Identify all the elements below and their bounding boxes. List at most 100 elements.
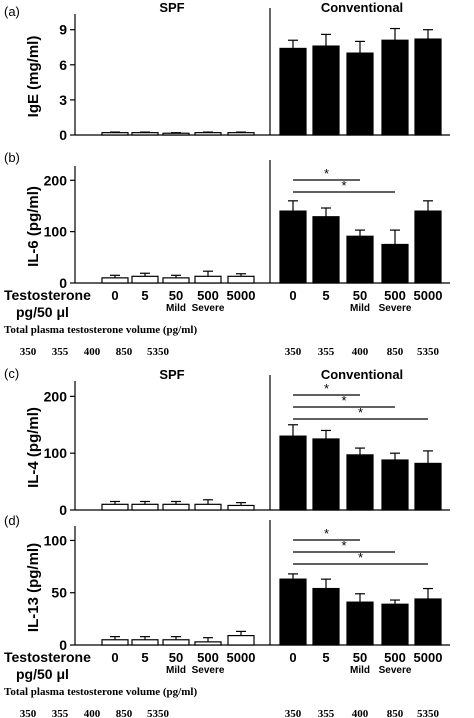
x-tick-label-conventional: 50	[353, 288, 367, 303]
bar	[162, 277, 190, 284]
significance-star: *	[358, 550, 363, 565]
panel-label: (a)	[4, 4, 20, 19]
plasma-value-conventional: 355	[318, 708, 335, 718]
x-tick-label-spf: 500	[197, 288, 219, 303]
significance-star: *	[341, 538, 346, 553]
x-tick-label-spf: 500	[197, 650, 219, 665]
y-tick-label: 6	[59, 57, 67, 73]
x-tick-label-conventional: 500	[384, 650, 406, 665]
bar	[162, 503, 190, 511]
bar	[414, 598, 442, 646]
significance-star: *	[358, 405, 363, 420]
bar	[101, 277, 129, 284]
x-sublabel-spf: Mild	[166, 665, 186, 676]
y-axis-label: IL-6 (pg/ml)	[25, 186, 42, 267]
bar	[279, 578, 307, 646]
plasma-value-spf: 5350	[147, 346, 170, 358]
y-axis-label: IL-13 (pg/ml)	[25, 543, 42, 632]
plasma-value-conventional: 5350	[417, 708, 440, 718]
significance-star: *	[324, 381, 329, 396]
plasma-value-spf: 850	[116, 708, 133, 718]
plasma-value-spf: 850	[116, 346, 133, 358]
panel-label: (d)	[4, 513, 20, 528]
bar	[346, 235, 374, 284]
bar	[194, 132, 222, 136]
y-tick-label: 100	[44, 224, 68, 240]
x-tick-label-spf: 0	[111, 288, 118, 303]
y-axis-label: IL-4 (pg/ml)	[25, 407, 42, 488]
plasma-value-conventional: 850	[387, 708, 404, 718]
bar	[279, 47, 307, 136]
bar	[414, 38, 442, 136]
bar	[194, 275, 222, 284]
bar	[131, 275, 159, 284]
x-sublabel-spf: Severe	[192, 303, 225, 314]
x-tick-label-spf: 50	[169, 650, 183, 665]
bar	[346, 601, 374, 646]
bar	[131, 132, 159, 136]
plasma-value-conventional: 5350	[417, 346, 440, 358]
bar	[414, 210, 442, 284]
bar	[162, 132, 190, 136]
bar	[227, 275, 255, 284]
x-tick-label-conventional: 0	[289, 288, 296, 303]
plasma-value-conventional: 400	[352, 346, 369, 358]
panel-label: (b)	[4, 150, 20, 165]
bar	[227, 132, 255, 136]
bar	[194, 503, 222, 511]
plasma-value-conventional: 400	[352, 708, 369, 718]
panel-1: (b) IL-6 (pg/ml) 0 100 200 * * Testosteronepg/5…	[4, 150, 450, 358]
y-axis-label: IgE (mg/ml)	[25, 36, 42, 118]
bar	[346, 52, 374, 136]
bar	[381, 459, 409, 511]
y-tick-label: 0	[59, 637, 67, 653]
bar	[101, 132, 129, 136]
bar	[279, 210, 307, 284]
plasma-value-spf: 5350	[147, 708, 170, 718]
plasma-value-spf: 350	[20, 708, 37, 718]
y-tick-label: 100	[44, 532, 68, 548]
significance-star: *	[324, 526, 329, 541]
panel-0: (a) IgE (mg/ml) 0 3 6 9 SPF Conventional	[4, 0, 450, 143]
testosterone-units-label: pg/50 μl	[16, 666, 69, 682]
x-sublabel-spf: Severe	[192, 665, 225, 676]
bar	[312, 438, 340, 511]
x-sublabel-conventional: Severe	[379, 303, 412, 314]
x-tick-label-conventional: 5	[322, 650, 329, 665]
significance-star: *	[324, 166, 329, 181]
x-tick-label-spf: 0	[111, 650, 118, 665]
y-tick-label: 50	[51, 585, 67, 601]
plasma-volume-title: Total plasma testosterone volume (pg/ml)	[4, 686, 197, 698]
bar	[312, 587, 340, 646]
x-tick-label-spf: 50	[169, 288, 183, 303]
plasma-value-spf: 355	[52, 708, 69, 718]
bar	[101, 639, 129, 646]
group-title-spf: SPF	[159, 367, 184, 382]
y-tick-label: 0	[59, 127, 67, 143]
testosterone-units-label: pg/50 μl	[16, 304, 69, 320]
x-tick-label-conventional: 5000	[414, 288, 443, 303]
y-tick-label: 3	[59, 92, 67, 108]
x-tick-label-conventional: 50	[353, 650, 367, 665]
x-tick-label-spf: 5	[141, 288, 148, 303]
bar	[312, 45, 340, 136]
x-tick-label-conventional: 5	[322, 288, 329, 303]
bar	[381, 39, 409, 136]
bar	[194, 641, 222, 646]
x-sublabel-conventional: Mild	[350, 303, 370, 314]
plasma-volume-title: Total plasma testosterone volume (pg/ml)	[4, 324, 197, 336]
y-tick-label: 0	[59, 275, 67, 291]
plasma-value-conventional: 350	[285, 708, 302, 718]
significance-star: *	[341, 393, 346, 408]
testosterone-row-label: Testosterone	[4, 287, 91, 303]
plasma-value-spf: 400	[84, 708, 101, 718]
testosterone-row-label: Testosterone	[4, 649, 91, 665]
significance-star: *	[341, 178, 346, 193]
y-tick-label: 200	[44, 172, 68, 188]
plasma-value-conventional: 350	[285, 346, 302, 358]
panel-label: (c)	[4, 366, 19, 381]
x-tick-label-spf: 5000	[227, 288, 256, 303]
